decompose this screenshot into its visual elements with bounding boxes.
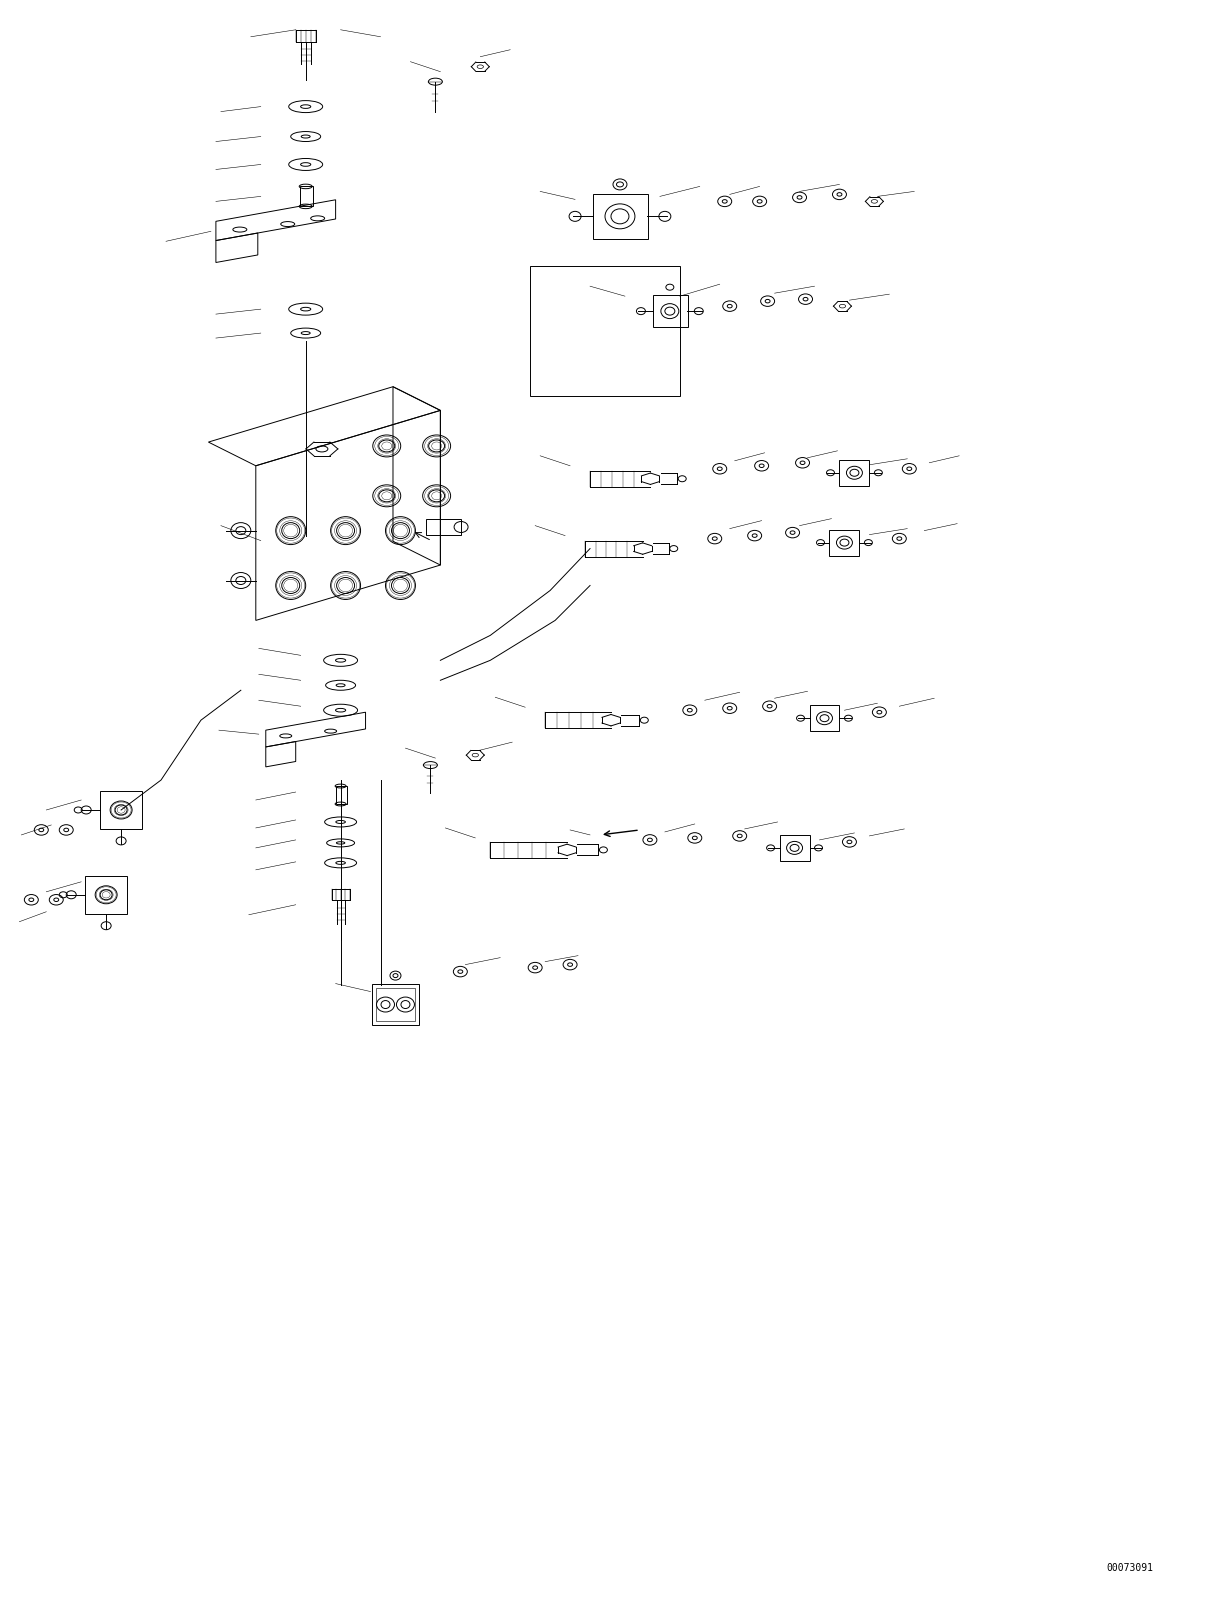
Bar: [653, 295, 687, 327]
Bar: [100, 790, 142, 829]
Bar: [375, 987, 415, 1021]
Bar: [593, 194, 647, 239]
Bar: [830, 529, 859, 556]
Bar: [779, 835, 809, 861]
Bar: [426, 519, 461, 535]
Bar: [335, 785, 346, 805]
Bar: [300, 186, 312, 207]
Text: 00073091: 00073091: [1107, 1563, 1154, 1573]
Bar: [371, 984, 420, 1026]
Bar: [85, 875, 127, 914]
Bar: [809, 705, 840, 731]
Bar: [530, 266, 680, 396]
Bar: [840, 460, 870, 486]
